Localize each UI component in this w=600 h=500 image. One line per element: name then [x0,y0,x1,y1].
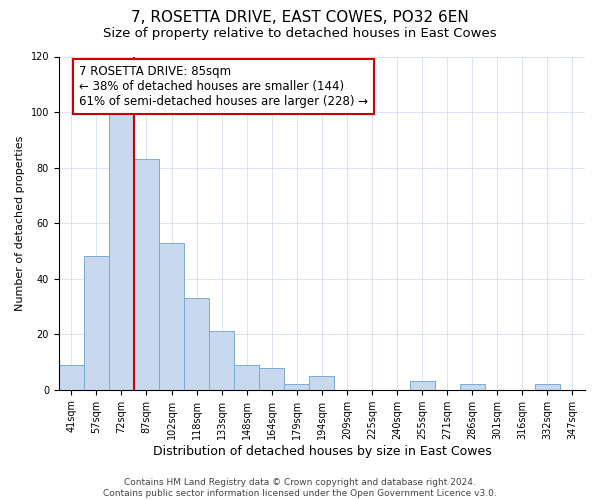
Bar [410,382,434,390]
Bar [284,384,310,390]
Bar [234,364,259,390]
Text: 7, ROSETTA DRIVE, EAST COWES, PO32 6EN: 7, ROSETTA DRIVE, EAST COWES, PO32 6EN [131,10,469,25]
Bar [209,332,234,390]
Text: Size of property relative to detached houses in East Cowes: Size of property relative to detached ho… [103,28,497,40]
Bar [460,384,485,390]
Text: 7 ROSETTA DRIVE: 85sqm
← 38% of detached houses are smaller (144)
61% of semi-de: 7 ROSETTA DRIVE: 85sqm ← 38% of detached… [79,65,368,108]
Bar [535,384,560,390]
Bar [184,298,209,390]
X-axis label: Distribution of detached houses by size in East Cowes: Distribution of detached houses by size … [152,444,491,458]
Bar [84,256,109,390]
Bar [310,376,334,390]
Bar [159,242,184,390]
Bar [134,159,159,390]
Y-axis label: Number of detached properties: Number of detached properties [15,136,25,311]
Text: Contains HM Land Registry data © Crown copyright and database right 2024.
Contai: Contains HM Land Registry data © Crown c… [103,478,497,498]
Bar [59,364,84,390]
Bar [259,368,284,390]
Bar [109,112,134,390]
